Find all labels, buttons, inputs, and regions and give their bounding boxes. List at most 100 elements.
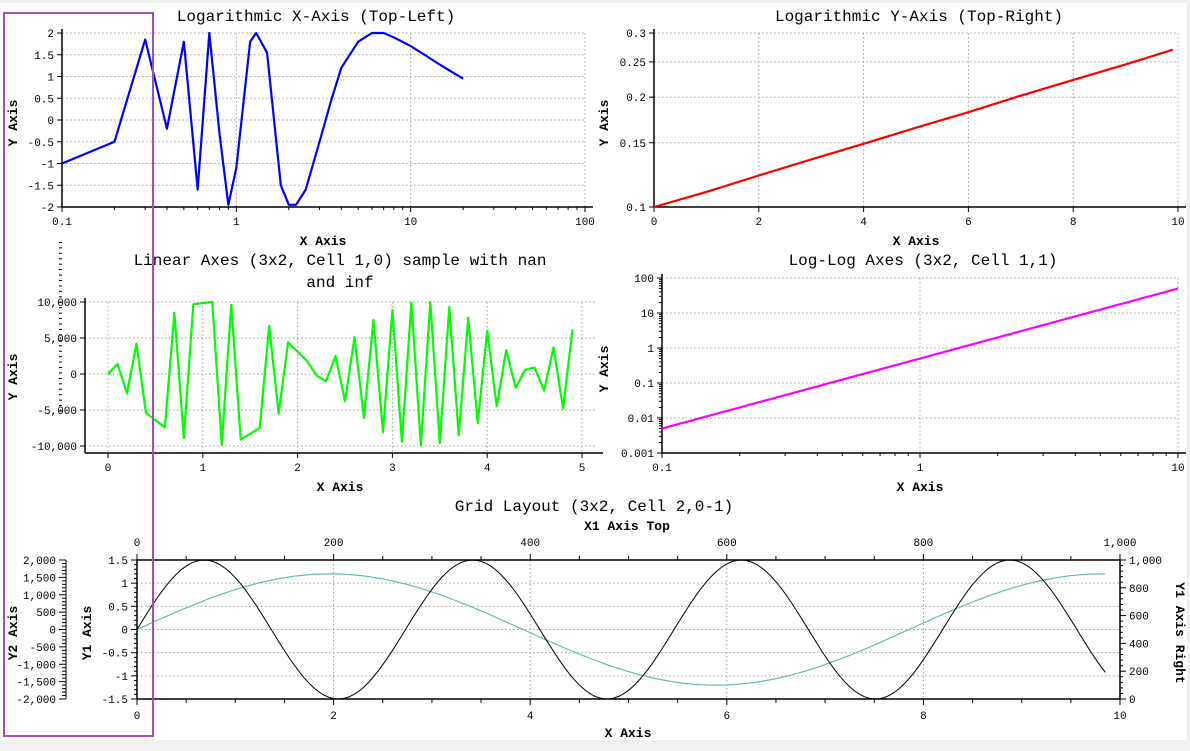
- y-tick-label: -0.5: [28, 138, 54, 150]
- y-tick-label: 1.5: [34, 51, 54, 63]
- y-tick-label: -1.5: [28, 181, 54, 193]
- x-tick-label: 10: [1113, 711, 1126, 723]
- top-x-tick-label: 400: [520, 538, 540, 550]
- top-x-tick-label: 600: [717, 538, 737, 550]
- figure-canvas: Logarithmic X-Axis (Top-Left) Logarithmi…: [0, 3, 1187, 740]
- y-tick-label: 1.5: [108, 556, 128, 568]
- y2-tick-label: -500: [30, 643, 56, 655]
- y-tick-label: 10: [641, 309, 654, 321]
- series-line: [107, 300, 574, 447]
- bottom-y1-right-label: Y1 Axis Right: [1172, 582, 1187, 683]
- y-tick-label: 0.001: [621, 449, 654, 461]
- middle-right-ylabel: Y Axis: [597, 345, 612, 392]
- x-tick-label: 0: [134, 711, 141, 723]
- y-tick-label: 0.2: [626, 93, 646, 105]
- y-tick-label: 0.1: [626, 203, 646, 215]
- x-tick-label: 2: [330, 711, 337, 723]
- y-tick-label: 0.3: [626, 29, 646, 41]
- y2-tick-label: -2,000: [16, 695, 56, 707]
- y2-tick-label: -1,500: [16, 678, 56, 690]
- bottom-title: Grid Layout (3x2, Cell 2,0-1): [455, 498, 733, 516]
- top-right-ylabel: Y Axis: [597, 99, 612, 146]
- top-x-tick-label: 1,000: [1103, 538, 1136, 550]
- x-tick-label: 10: [1171, 217, 1184, 229]
- fast-sine-line: [136, 559, 1106, 700]
- x-tick-label: 2: [755, 217, 762, 229]
- bottom-y2-label: Y2 Axis: [6, 605, 21, 660]
- figure-svg: Logarithmic X-Axis (Top-Left) Logarithmi…: [6, 8, 1187, 740]
- y-tick-label: -1: [115, 672, 129, 684]
- y-tick-label: 10,000: [37, 298, 77, 310]
- x-tick-label: 4: [527, 711, 534, 723]
- y-tick-label: -1.5: [102, 695, 128, 707]
- top-x-tick-label: 200: [324, 538, 344, 550]
- x-tick-label: 1: [917, 463, 924, 475]
- right-y-tick-label: 400: [1129, 639, 1149, 651]
- y-tick-label: 0: [121, 626, 128, 638]
- top-x-tick-label: 800: [913, 538, 933, 550]
- x-tick-label: 1: [233, 217, 240, 229]
- y2-tick-label: 1,500: [23, 573, 56, 585]
- y-tick-label: 100: [634, 274, 654, 286]
- y-tick-label: -1: [41, 160, 55, 172]
- middle-left-xlabel: X Axis: [317, 480, 364, 495]
- x-tick-label: 4: [860, 217, 867, 229]
- slow-sine-line: [136, 573, 1106, 686]
- x-tick-label: 10: [1171, 463, 1184, 475]
- y-tick-label: -2: [41, 203, 54, 215]
- top-right-title: Logarithmic Y-Axis (Top-Right): [775, 8, 1063, 26]
- y-tick-label: 0.5: [108, 602, 128, 614]
- y-tick-label: -5,000: [37, 406, 77, 418]
- y-tick-label: 0.5: [34, 94, 54, 106]
- x-tick-label: 8: [920, 711, 927, 723]
- right-y-tick-label: 1,000: [1129, 556, 1162, 568]
- x-tick-label: 4: [484, 463, 491, 475]
- middle-left-ylabel: Y Axis: [6, 353, 21, 400]
- y-tick-label: 5,000: [44, 334, 77, 346]
- x-tick-label: 1: [199, 463, 206, 475]
- y-tick-label: 1: [47, 73, 54, 85]
- x-tick-label: 100: [575, 217, 595, 229]
- x-tick-label: 6: [965, 217, 972, 229]
- series-line: [61, 31, 464, 206]
- y2-tick-label: 2,000: [23, 556, 56, 568]
- y2-tick-label: 0: [49, 626, 56, 638]
- y-tick-label: 1: [647, 344, 654, 356]
- x-tick-label: 6: [723, 711, 730, 723]
- y-tick-label: 2: [47, 29, 54, 41]
- right-y-tick-label: 600: [1129, 612, 1149, 624]
- x-tick-label: 2: [294, 463, 301, 475]
- y-tick-label: 0: [47, 116, 54, 128]
- bottom-xlabel: X Axis: [605, 726, 652, 740]
- right-y-tick-label: 800: [1129, 584, 1149, 596]
- series-line: [661, 287, 1179, 430]
- x-tick-label: 0: [651, 217, 658, 229]
- middle-right-xlabel: X Axis: [897, 480, 944, 495]
- x-tick-label: 5: [579, 463, 586, 475]
- y2-tick-label: -1,000: [16, 660, 56, 672]
- x-tick-label: 8: [1070, 217, 1077, 229]
- top-left-xlabel: X Axis: [300, 234, 347, 249]
- top-left-ylabel: Y Axis: [6, 99, 21, 146]
- x-tick-label: 0: [105, 463, 112, 475]
- x-tick-label: 0.1: [52, 217, 72, 229]
- series-line: [653, 48, 1174, 209]
- middle-left-title-line1: Linear Axes (3x2, Cell 1,0) sample with …: [134, 252, 547, 270]
- y-tick-label: -0.5: [102, 649, 128, 661]
- y-tick-label: 0.15: [620, 139, 646, 151]
- right-y-tick-label: 200: [1129, 667, 1149, 679]
- top-right-xlabel: X Axis: [893, 234, 940, 249]
- y-tick-label: 0.1: [634, 379, 654, 391]
- y-tick-label: 0.25: [620, 58, 646, 70]
- x-tick-label: 3: [389, 463, 396, 475]
- y2-tick-label: 500: [36, 608, 56, 620]
- bottom-y1-label: Y1 Axis: [80, 605, 95, 660]
- y-tick-label: 0: [70, 370, 77, 382]
- y-tick-label: -10,000: [31, 442, 77, 454]
- top-left-title: Logarithmic X-Axis (Top-Left): [177, 8, 455, 26]
- top-x-tick-label: 0: [134, 538, 141, 550]
- right-y-tick-label: 0: [1129, 695, 1136, 707]
- x-tick-label: 10: [404, 217, 417, 229]
- middle-right-title: Log-Log Axes (3x2, Cell 1,1): [789, 252, 1058, 270]
